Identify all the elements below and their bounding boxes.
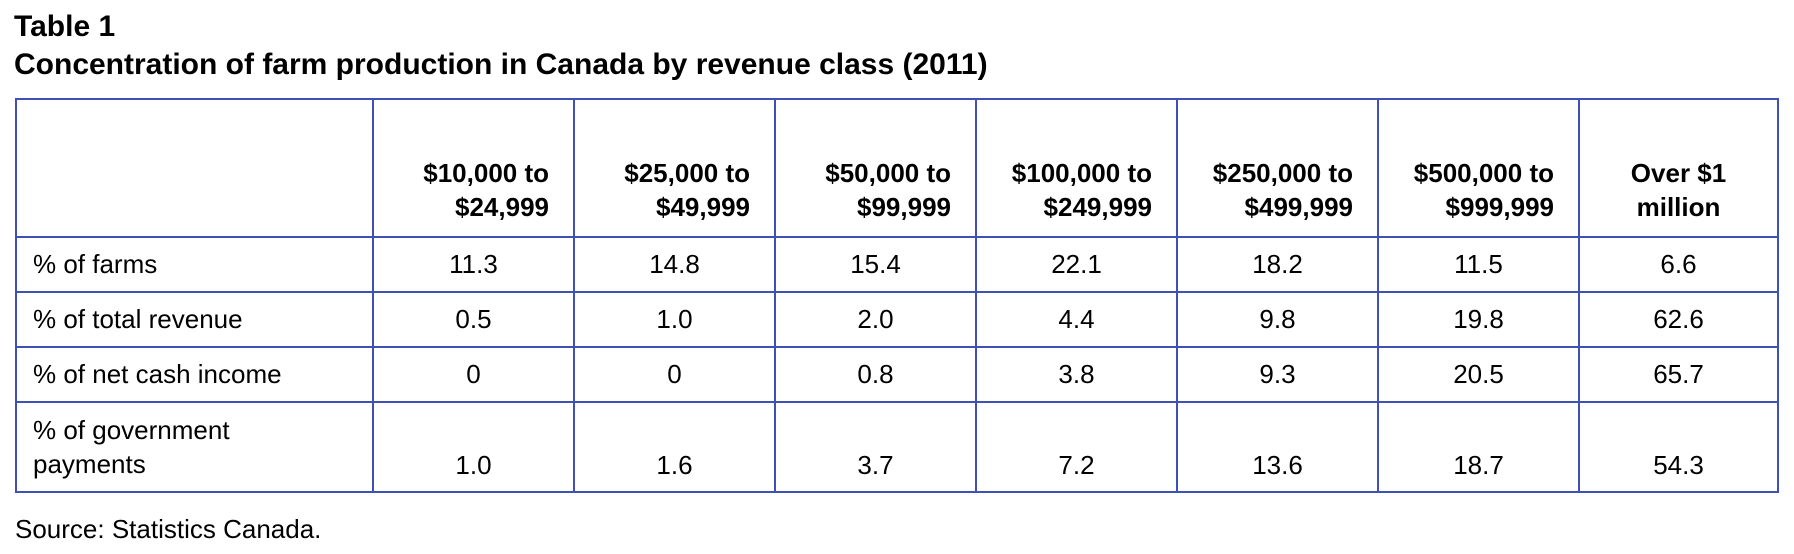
header-cell: $10,000 to $24,999: [372, 98, 575, 238]
table-cell: 62.6: [1578, 291, 1779, 348]
table-caption: Concentration of farm production in Cana…: [14, 48, 988, 81]
header-cell-empty: [15, 98, 374, 238]
header-cell: $500,000 to $999,999: [1377, 98, 1580, 238]
table-cell: 7.2: [975, 401, 1178, 493]
table-title: Table 1 Concentration of farm production…: [14, 8, 988, 84]
table-cell: 18.2: [1176, 236, 1379, 293]
table-cell: 0: [573, 346, 776, 403]
table-row: % of net cash income 0 0 0.8 3.8 9.3 20.…: [15, 346, 1779, 403]
row-label: % of total revenue: [15, 291, 374, 348]
row-label: % of government payments: [15, 401, 374, 493]
table-row: % of government payments 1.0 1.6 3.7 7.2 …: [15, 401, 1779, 493]
table-cell: 11.5: [1377, 236, 1580, 293]
table-cell: 22.1: [975, 236, 1178, 293]
header-cell: $250,000 to $499,999: [1176, 98, 1379, 238]
table-cell: 0.8: [774, 346, 977, 403]
table-cell: 1.0: [372, 401, 575, 493]
table-cell: 3.8: [975, 346, 1178, 403]
table-cell: 9.3: [1176, 346, 1379, 403]
table-cell: 1.0: [573, 291, 776, 348]
table-cell: 3.7: [774, 401, 977, 493]
table-cell: 2.0: [774, 291, 977, 348]
table-cell: 9.8: [1176, 291, 1379, 348]
table-cell: 14.8: [573, 236, 776, 293]
header-cell: $50,000 to $99,999: [774, 98, 977, 238]
table-cell: 0.5: [372, 291, 575, 348]
row-label: % of farms: [15, 236, 374, 293]
table-cell: 6.6: [1578, 236, 1779, 293]
table-row: % of total revenue 0.5 1.0 2.0 4.4 9.8 1…: [15, 291, 1779, 348]
row-label: % of net cash income: [15, 346, 374, 403]
table-number: Table 1: [14, 10, 116, 43]
table-cell: 54.3: [1578, 401, 1779, 493]
table-row: % of farms 11.3 14.8 15.4 22.1 18.2 11.5…: [15, 236, 1779, 293]
source-note: Source: Statistics Canada.: [15, 514, 322, 544]
header-row: $10,000 to $24,999 $25,000 to $49,999 $50,…: [15, 98, 1779, 238]
table-cell: 13.6: [1176, 401, 1379, 493]
header-cell: $100,000 to $249,999: [975, 98, 1178, 238]
table-cell: 0: [372, 346, 575, 403]
table-cell: 19.8: [1377, 291, 1580, 348]
table-cell: 1.6: [573, 401, 776, 493]
table-cell: 15.4: [774, 236, 977, 293]
header-cell: Over $1 million: [1578, 98, 1779, 238]
table-cell: 20.5: [1377, 346, 1580, 403]
table-cell: 11.3: [372, 236, 575, 293]
table-cell: 65.7: [1578, 346, 1779, 403]
table-cell: 4.4: [975, 291, 1178, 348]
revenue-class-table: $10,000 to $24,999 $25,000 to $49,999 $50,…: [15, 98, 1779, 493]
table-cell: 18.7: [1377, 401, 1580, 493]
header-cell: $25,000 to $49,999: [573, 98, 776, 238]
